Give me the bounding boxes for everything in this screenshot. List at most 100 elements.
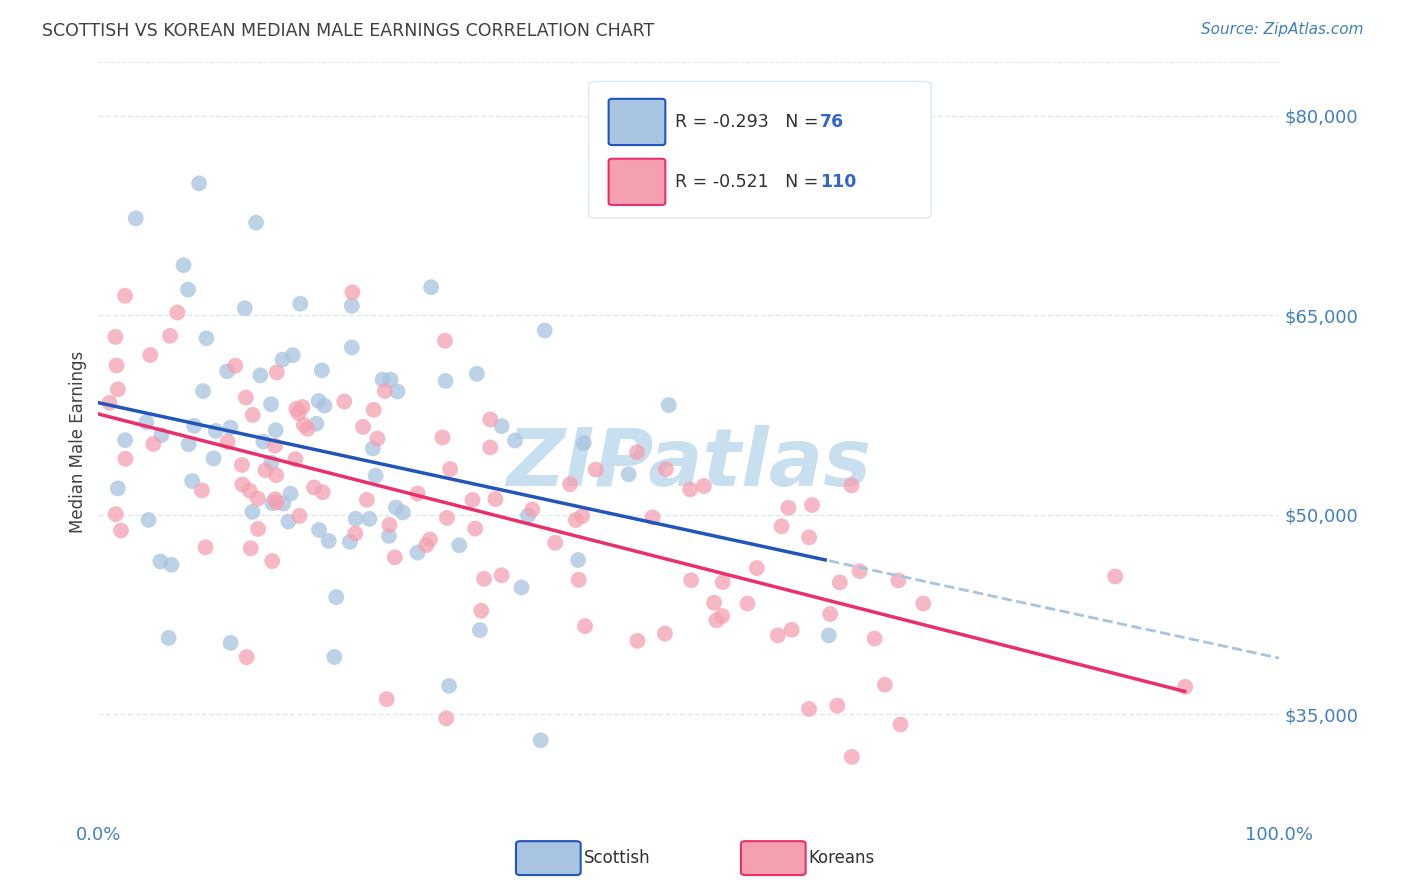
- Point: [318, 533, 340, 548]
- Point: [288, 508, 311, 523]
- Point: [574, 619, 596, 633]
- Point: [361, 442, 384, 456]
- Point: [387, 384, 409, 399]
- Point: [558, 477, 581, 491]
- Point: [385, 500, 408, 515]
- Point: [264, 492, 287, 507]
- Point: [378, 529, 401, 543]
- Point: [235, 650, 257, 665]
- Point: [157, 631, 180, 645]
- Point: [873, 678, 896, 692]
- Point: [233, 301, 256, 316]
- Point: [491, 419, 513, 434]
- Point: [568, 573, 591, 587]
- Point: [585, 462, 607, 476]
- Point: [249, 368, 271, 383]
- Point: [291, 400, 314, 414]
- Point: [240, 505, 263, 519]
- Point: [406, 486, 429, 500]
- Point: [339, 534, 361, 549]
- Point: [98, 396, 121, 410]
- Point: [323, 650, 346, 665]
- Text: 110: 110: [820, 173, 856, 191]
- Point: [359, 512, 381, 526]
- Point: [530, 733, 553, 747]
- Point: [378, 517, 401, 532]
- Point: [491, 568, 513, 582]
- Point: [681, 573, 703, 587]
- Point: [202, 451, 225, 466]
- Point: [239, 541, 262, 556]
- Point: [273, 497, 295, 511]
- Point: [280, 486, 302, 500]
- Point: [863, 632, 886, 646]
- Point: [516, 508, 538, 523]
- Point: [344, 526, 367, 541]
- Point: [285, 401, 308, 416]
- Point: [284, 452, 307, 467]
- Text: SCOTTISH VS KOREAN MEDIAN MALE EARNINGS CORRELATION CHART: SCOTTISH VS KOREAN MEDIAN MALE EARNINGS …: [42, 22, 654, 40]
- Point: [468, 623, 491, 637]
- Point: [522, 502, 544, 516]
- Point: [778, 500, 800, 515]
- Point: [375, 692, 398, 706]
- Point: [544, 535, 567, 549]
- Point: [239, 483, 262, 498]
- Point: [281, 348, 304, 362]
- Point: [231, 477, 253, 491]
- Point: [479, 441, 502, 455]
- Point: [246, 491, 269, 506]
- Point: [374, 384, 396, 398]
- Point: [479, 412, 502, 426]
- Point: [254, 463, 277, 477]
- Point: [484, 491, 506, 506]
- Point: [217, 434, 239, 449]
- Point: [302, 481, 325, 495]
- Point: [114, 289, 136, 303]
- Point: [252, 434, 274, 449]
- Point: [231, 458, 253, 472]
- Point: [173, 258, 195, 272]
- Point: [138, 513, 160, 527]
- Text: R = -0.293   N =: R = -0.293 N =: [675, 112, 824, 130]
- Point: [105, 359, 128, 373]
- Point: [177, 283, 200, 297]
- Point: [181, 474, 204, 488]
- Point: [297, 422, 319, 436]
- Text: Source: ZipAtlas.com: Source: ZipAtlas.com: [1201, 22, 1364, 37]
- Point: [654, 626, 676, 640]
- Point: [139, 348, 162, 362]
- Point: [510, 581, 533, 595]
- Point: [655, 462, 678, 476]
- Point: [737, 597, 759, 611]
- Point: [271, 352, 294, 367]
- Point: [572, 436, 595, 450]
- Point: [770, 519, 793, 533]
- Point: [434, 711, 457, 725]
- Point: [194, 541, 217, 555]
- Point: [797, 530, 820, 544]
- Point: [314, 399, 336, 413]
- Point: [384, 550, 406, 565]
- Point: [371, 373, 394, 387]
- Point: [366, 432, 388, 446]
- Point: [415, 538, 437, 552]
- Point: [439, 462, 461, 476]
- Point: [841, 750, 863, 764]
- Point: [308, 523, 330, 537]
- Point: [311, 363, 333, 377]
- Text: 76: 76: [820, 112, 844, 130]
- Point: [308, 394, 330, 409]
- Point: [311, 485, 333, 500]
- Point: [183, 418, 205, 433]
- Point: [818, 607, 841, 621]
- Point: [780, 623, 803, 637]
- Point: [434, 374, 457, 388]
- Point: [188, 177, 211, 191]
- Point: [219, 636, 242, 650]
- Point: [432, 430, 454, 444]
- Point: [797, 702, 820, 716]
- Point: [217, 364, 239, 378]
- Point: [264, 439, 287, 453]
- Point: [887, 574, 910, 588]
